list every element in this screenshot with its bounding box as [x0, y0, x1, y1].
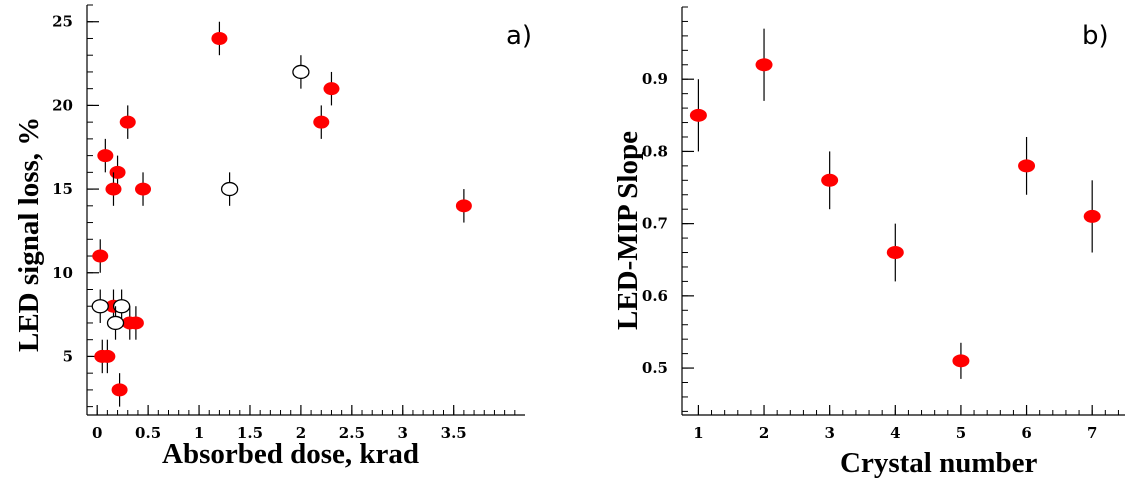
panel-b-x-tick-label: 6 [1021, 424, 1031, 442]
panel-b-y-axis-title: LED-MIP Slope [612, 131, 644, 330]
panel-b-x-tick-label: 5 [956, 424, 966, 442]
panel-a-point-filled [127, 316, 144, 330]
panel-b-y-tick-label: 0.8 [642, 142, 668, 160]
panel-a-point-filled [105, 182, 122, 196]
panel-a-point-filled [313, 115, 330, 129]
panel-b-point-filled [952, 354, 970, 368]
panel-b-x-tick-label: 2 [759, 424, 769, 442]
panel-a-point-filled [119, 115, 136, 129]
panel-a-y-axis-title: LED signal loss, % [13, 117, 45, 352]
panel-a-ticks: 0 0.5 1 1.5 2 2.5 3 3.5 5 10 15 20 25 [52, 4, 516, 442]
panel-b-x-axis-title: Crystal number [840, 447, 1037, 479]
panel-b-point-filled [1083, 209, 1101, 223]
panel-a-point-filled [109, 165, 126, 179]
panel-b-point-filled [1018, 159, 1036, 173]
panel-b-x-tick-label: 3 [824, 424, 834, 442]
panel-b-point-filled [689, 108, 707, 122]
panel-a-y-tick-label: 15 [52, 180, 73, 198]
panel-a-point-open [91, 299, 109, 314]
panel-b-x-tick-label: 4 [890, 424, 900, 442]
panel-a-point-open [112, 299, 131, 314]
panel-a-x-tick-label: 1.5 [237, 424, 263, 442]
panel-a-x-tick-label: 0 [92, 424, 102, 442]
panel-a-x-tick-label: 2.5 [339, 424, 365, 442]
panel-b-data-points [689, 28, 1101, 379]
panel-a-point-filled [323, 82, 340, 96]
panel-a-point-filled [455, 199, 472, 213]
panel-b-x-tick-label: 1 [693, 424, 703, 442]
panel-a-point-filled [99, 349, 116, 363]
panel-a-x-tick-label: 1 [194, 424, 204, 442]
panel-b-point-filled [755, 58, 773, 72]
panel-b-label: b) [1082, 21, 1109, 51]
panel-a-y-tick-label: 25 [52, 13, 73, 31]
panel-a-x-tick-label: 2 [296, 424, 306, 442]
panel-a-point-filled [97, 149, 114, 163]
panel-b-ticks: 1 2 3 4 5 6 7 0.5 0.6 0.7 0.8 0.9 [642, 6, 1119, 442]
panel-a-point-filled [211, 31, 228, 45]
panel-a-x-axis-title: Absorbed dose, krad [162, 438, 419, 470]
panel-a-y-tick-label: 20 [52, 96, 73, 114]
panel-a-point-filled [135, 182, 152, 196]
panel-b-point-filled [821, 173, 839, 187]
panel-a-x-tick-label: 0.5 [135, 424, 161, 442]
panel-a-x-tick-label: 3.5 [441, 424, 467, 442]
panel-a-point-open [106, 315, 125, 331]
panel-b-point-filled [886, 246, 904, 260]
panel-a-absorbed-dose-chart: 0 0.5 1 1.5 2 2.5 3 3.5 5 10 15 20 25 a) Absorbed do… [13, 4, 532, 470]
panel-b-crystal-slope-chart: 1 2 3 4 5 6 7 0.5 0.6 0.7 0.8 0.9 b) Crystal number… [612, 6, 1125, 479]
panel-b-y-tick-label: 0.5 [642, 359, 668, 377]
panel-b-x-tick-label: 7 [1087, 424, 1097, 442]
panel-b-y-tick-label: 0.7 [642, 215, 668, 233]
panel-a-label: a) [506, 21, 532, 51]
panel-a-point-open [292, 64, 310, 80]
panel-a-point-open [220, 181, 239, 197]
panel-a-point-filled [111, 383, 128, 397]
panel-b-y-tick-label: 0.6 [642, 287, 668, 305]
panel-a-y-tick-label: 10 [52, 264, 73, 282]
panel-a-y-tick-label: 5 [63, 347, 73, 365]
panel-b-y-tick-label: 0.9 [642, 70, 668, 88]
panel-a-point-filled [92, 249, 109, 263]
panel-a-data-points [91, 21, 472, 407]
panel-a-x-tick-label: 3 [398, 424, 408, 442]
